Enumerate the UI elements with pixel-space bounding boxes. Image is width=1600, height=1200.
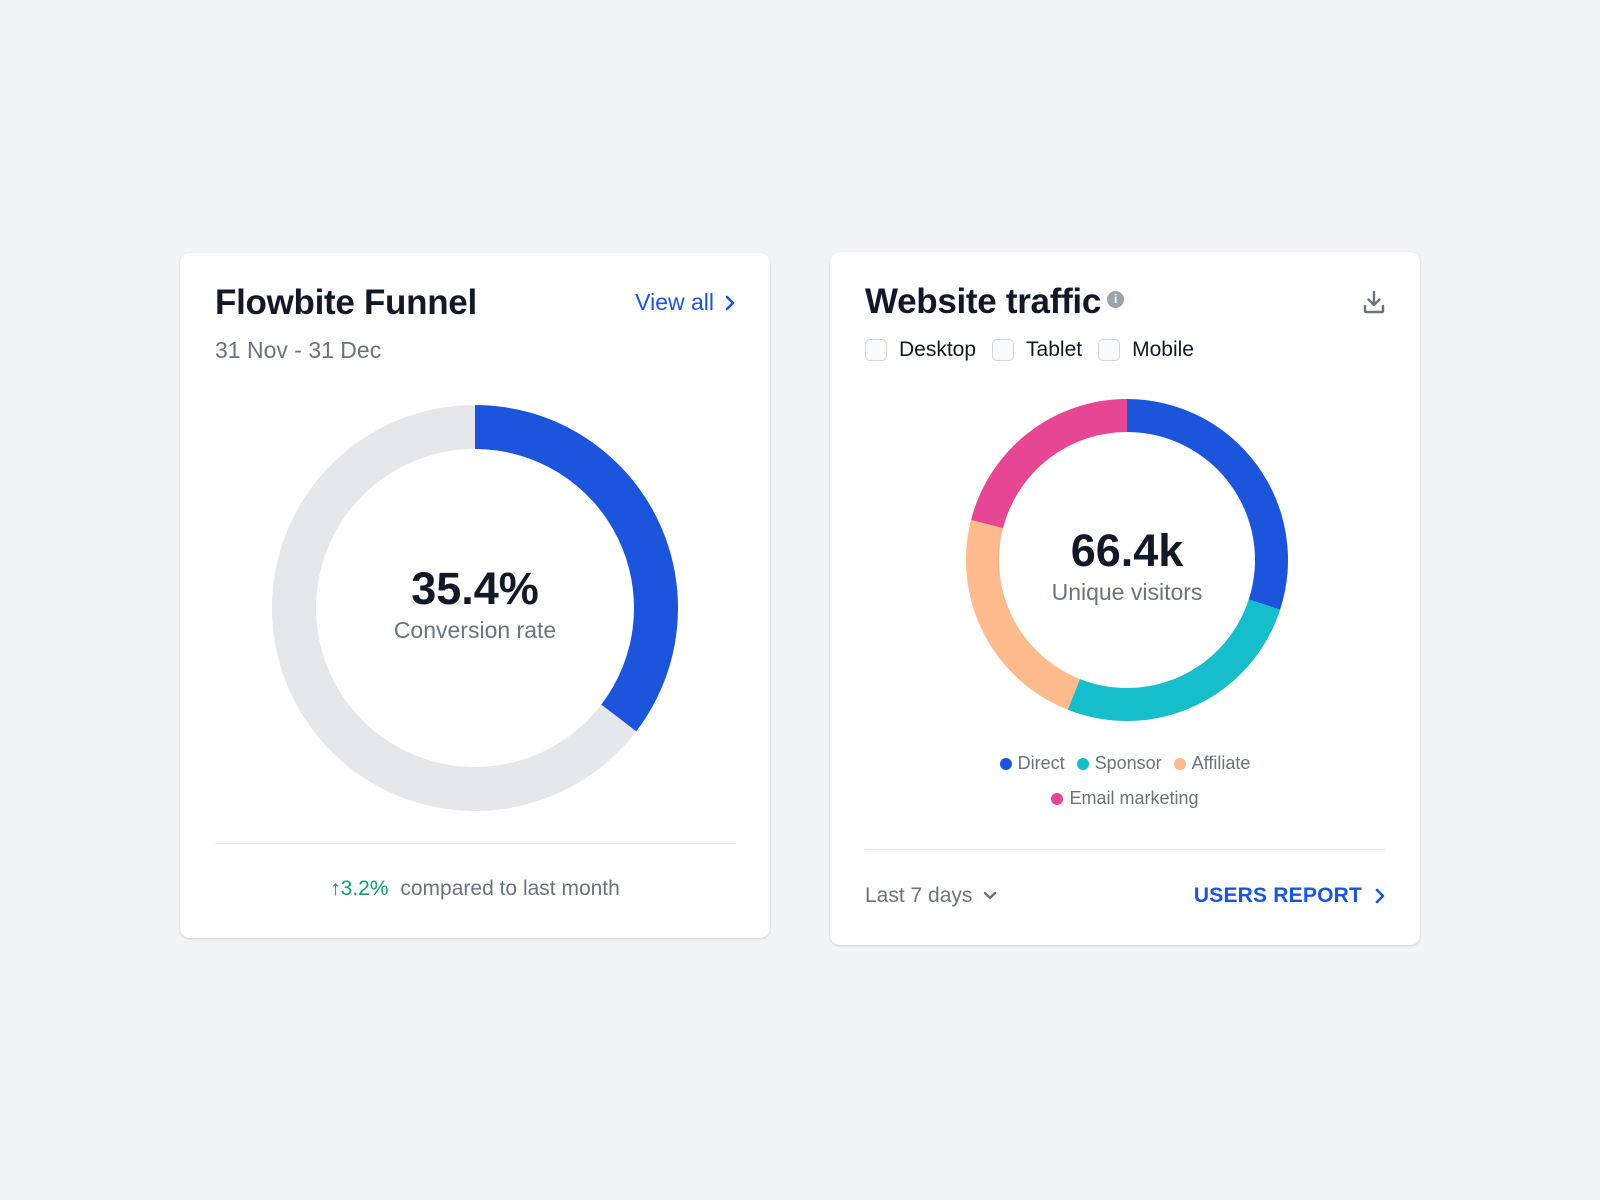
visitors-caption: Unique visitors	[1051, 579, 1203, 605]
traffic-title-wrap: Website traffic i	[865, 282, 1125, 322]
chevron-down-icon	[984, 891, 997, 900]
checkbox-label: Mobile	[1132, 338, 1194, 361]
checkbox-box[interactable]	[992, 339, 1015, 361]
legend-label: Affiliate	[1191, 753, 1251, 773]
slice-conversion[interactable]	[475, 405, 678, 732]
legend-dot	[1173, 757, 1186, 770]
slice-affiliate[interactable]	[966, 519, 1080, 710]
traffic-donut-chart: 66.4k Unique visitors	[964, 397, 1290, 723]
trend-up-arrow-icon: ↑	[330, 877, 341, 900]
conversion-value: 35.4%	[411, 563, 539, 614]
checkbox-tablet[interactable]: Tablet	[992, 338, 1082, 362]
chevron-right-icon	[725, 295, 735, 310]
legend-item-affiliate[interactable]: Affiliate	[1173, 746, 1251, 781]
trend-caption: compared to last month	[400, 877, 620, 900]
funnel-title: Flowbite Funnel	[215, 283, 477, 322]
funnel-donut-chart: 35.4% Conversion rate	[270, 403, 680, 813]
checkbox-box[interactable]	[865, 339, 887, 361]
slice-direct[interactable]	[1127, 399, 1288, 610]
legend-label: Email marketing	[1069, 788, 1199, 808]
legend-dot	[1051, 792, 1064, 805]
legend-item-direct[interactable]: Direct	[999, 746, 1065, 781]
slice-email-marketing[interactable]	[971, 399, 1127, 529]
download-icon[interactable]	[1362, 289, 1386, 320]
users-report-label: USERS REPORT	[1193, 884, 1362, 907]
date-range-dropdown[interactable]: Last 7 days	[865, 884, 998, 908]
traffic-title: Website traffic	[865, 282, 1102, 321]
checkbox-label: Tablet	[1026, 338, 1083, 361]
legend-dot	[1076, 757, 1089, 770]
chevron-right-icon	[1375, 888, 1385, 904]
checkbox-desktop[interactable]: Desktop	[865, 338, 976, 362]
conversion-caption: Conversion rate	[393, 617, 557, 643]
info-icon[interactable]: i	[1107, 291, 1125, 309]
traffic-legend: Direct Sponsor Affiliate Email marketing	[830, 746, 1420, 816]
date-range-label: Last 7 days	[865, 884, 973, 907]
traffic-divider	[865, 849, 1385, 850]
legend-label: Sponsor	[1094, 753, 1162, 773]
trend-change: ↑3.2%	[330, 877, 388, 900]
funnel-date-range: 31 Nov - 31 Dec	[215, 337, 382, 363]
legend-label: Direct	[1017, 753, 1065, 773]
checkbox-label: Desktop	[899, 338, 977, 361]
slice-sponsor[interactable]	[1067, 599, 1281, 721]
checkbox-mobile[interactable]: Mobile	[1098, 338, 1194, 362]
legend-item-email-marketing[interactable]: Email marketing	[1051, 781, 1199, 816]
users-report-link[interactable]: USERS REPORT	[1194, 884, 1386, 908]
funnel-trend: ↑3.2% compared to last month	[180, 877, 770, 901]
legend-dot	[999, 757, 1012, 770]
view-all-label: View all	[635, 289, 714, 315]
trend-value: 3.2%	[340, 877, 389, 900]
visitors-value: 66.4k	[1070, 525, 1184, 576]
checkbox-box[interactable]	[1098, 339, 1121, 361]
traffic-card: Website traffic i Desktop Tablet Mobile 6…	[830, 252, 1420, 945]
funnel-card: Flowbite Funnel 31 Nov - 31 Dec View all…	[180, 253, 770, 938]
view-all-link[interactable]: View all	[635, 289, 736, 316]
device-filter: Desktop Tablet Mobile	[865, 338, 1210, 362]
legend-item-sponsor[interactable]: Sponsor	[1076, 746, 1162, 781]
funnel-divider	[215, 843, 735, 844]
